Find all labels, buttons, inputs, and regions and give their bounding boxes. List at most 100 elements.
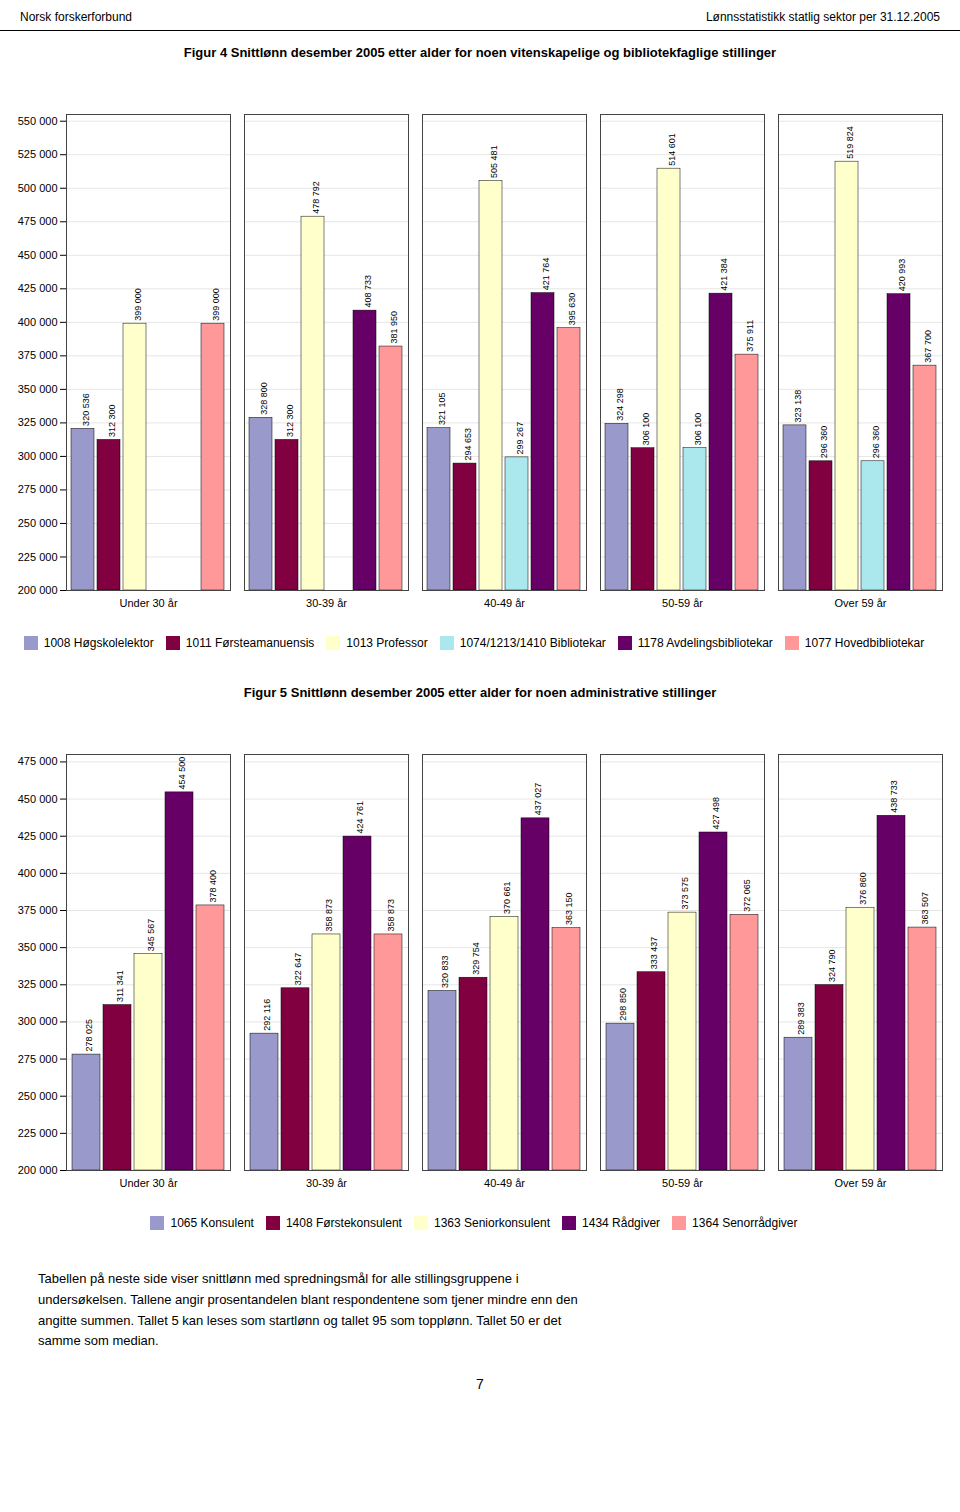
svg-text:370 661: 370 661 [502, 881, 512, 914]
svg-text:420 993: 420 993 [897, 259, 907, 292]
svg-text:375 911: 375 911 [745, 320, 755, 352]
html-text:1011 Førsteamanuensis: 1011 Førsteamanuensis [185, 635, 315, 650]
svg-text:30-39 år: 30-39 år [306, 597, 347, 609]
svg-text:296 360: 296 360 [819, 426, 829, 459]
html-text:Figur 5 Snittlønn desember 200: Figur 5 Snittlønn desember 2005 etter al… [243, 685, 717, 700]
html-text:1178 Avdelingsbibliotekar: 1178 Avdelingsbibliotekar [637, 635, 773, 650]
html-text:1013 Professor: 1013 Professor [346, 635, 428, 650]
svg-text:296 360: 296 360 [871, 426, 881, 459]
svg-text:376 860: 376 860 [858, 872, 868, 905]
svg-text:306 100: 306 100 [693, 413, 703, 446]
html-text:Tabellen på neste side viser s: Tabellen på neste side viser snittlønn m… [38, 1271, 578, 1349]
svg-text:225 000: 225 000 [18, 550, 58, 562]
svg-text:367 700: 367 700 [923, 330, 933, 363]
svg-text:372 065: 372 065 [742, 879, 752, 912]
svg-text:525 000: 525 000 [18, 148, 58, 160]
svg-text:320 536: 320 536 [81, 393, 91, 426]
svg-text:298 850: 298 850 [618, 988, 628, 1021]
html-text:1008 Høgskolelektor: 1008 Høgskolelektor [43, 635, 154, 650]
svg-text:421 764: 421 764 [541, 258, 551, 291]
svg-text:550 000: 550 000 [18, 115, 58, 127]
svg-text:324 790: 324 790 [827, 950, 837, 983]
svg-text:375 000: 375 000 [18, 904, 58, 916]
svg-text:Over 59 år: Over 59 år [835, 1177, 887, 1189]
svg-text:373 575: 373 575 [680, 877, 690, 910]
svg-text:321 105: 321 105 [437, 393, 447, 426]
svg-text:437 027: 437 027 [533, 783, 543, 816]
svg-text:381 950: 381 950 [389, 311, 399, 344]
html-text:1065 Konsulent: 1065 Konsulent [170, 1215, 254, 1230]
svg-text:329 754: 329 754 [471, 942, 481, 975]
svg-text:375 000: 375 000 [18, 349, 58, 361]
html-text:Figur 4 Snittlønn desember 200: Figur 4 Snittlønn desember 2005 etter al… [183, 45, 777, 60]
svg-text:Under 30 år: Under 30 år [119, 1177, 177, 1189]
svg-text:350 000: 350 000 [18, 941, 58, 953]
svg-text:289 383: 289 383 [796, 1002, 806, 1035]
svg-text:320 833: 320 833 [440, 955, 450, 988]
html-text:1408 Førstekonsulent: 1408 Førstekonsulent [285, 1215, 402, 1230]
svg-text:30-39 år: 30-39 år [306, 1177, 347, 1189]
svg-text:225 000: 225 000 [18, 1127, 58, 1139]
svg-text:299 267: 299 267 [515, 422, 525, 455]
svg-text:408 733: 408 733 [363, 275, 373, 308]
svg-text:312 300: 312 300 [107, 404, 117, 437]
svg-text:454 500: 454 500 [177, 757, 187, 790]
html-text:1074/1213/1410 Bibliotekar: 1074/1213/1410 Bibliotekar [459, 635, 606, 650]
svg-text:278 025: 278 025 [84, 1019, 94, 1052]
svg-text:519 824: 519 824 [845, 126, 855, 159]
svg-text:475 000: 475 000 [18, 755, 58, 767]
svg-text:475 000: 475 000 [18, 215, 58, 227]
svg-text:275 000: 275 000 [18, 483, 58, 495]
svg-text:250 000: 250 000 [18, 1090, 58, 1102]
svg-text:250 000: 250 000 [18, 517, 58, 529]
svg-text:395 630: 395 630 [567, 293, 577, 326]
svg-text:378 400: 378 400 [208, 870, 218, 903]
svg-text:358 873: 358 873 [386, 899, 396, 932]
svg-text:294 653: 294 653 [463, 428, 473, 461]
svg-text:363 507: 363 507 [920, 892, 930, 925]
svg-text:399 000: 399 000 [133, 288, 143, 321]
svg-text:300 000: 300 000 [18, 450, 58, 462]
svg-text:50-59 år: 50-59 år [662, 597, 703, 609]
svg-text:323 138: 323 138 [793, 390, 803, 423]
svg-text:421 384: 421 384 [719, 258, 729, 291]
svg-text:500 000: 500 000 [18, 182, 58, 194]
svg-text:345 567: 345 567 [146, 919, 156, 952]
svg-text:514 601: 514 601 [667, 133, 677, 166]
svg-text:450 000: 450 000 [18, 793, 58, 805]
svg-text:200 000: 200 000 [18, 584, 58, 596]
svg-text:200 000: 200 000 [18, 1164, 58, 1176]
svg-text:400 000: 400 000 [18, 316, 58, 328]
svg-text:325 000: 325 000 [18, 416, 58, 428]
svg-text:505 481: 505 481 [489, 145, 499, 178]
svg-text:478 792: 478 792 [311, 181, 321, 214]
html-text:1077 Hovedbibliotekar: 1077 Hovedbibliotekar [804, 635, 925, 650]
svg-text:306 100: 306 100 [641, 413, 651, 446]
svg-text:333 437: 333 437 [649, 937, 659, 970]
svg-text:425 000: 425 000 [18, 830, 58, 842]
svg-text:322 647: 322 647 [293, 953, 303, 986]
svg-text:325 000: 325 000 [18, 978, 58, 990]
svg-text:Under 30 år: Under 30 år [119, 597, 177, 609]
svg-text:50-59 år: 50-59 år [662, 1177, 703, 1189]
svg-text:450 000: 450 000 [18, 249, 58, 261]
svg-text:350 000: 350 000 [18, 383, 58, 395]
svg-text:324 298: 324 298 [615, 388, 625, 421]
svg-text:425 000: 425 000 [18, 282, 58, 294]
svg-text:300 000: 300 000 [18, 1015, 58, 1027]
svg-text:400 000: 400 000 [18, 867, 58, 879]
svg-text:424 761: 424 761 [355, 801, 365, 834]
svg-text:292 116: 292 116 [262, 999, 272, 1031]
svg-text:311 341: 311 341 [115, 970, 125, 1002]
svg-text:438 733: 438 733 [889, 780, 899, 813]
svg-text:328 800: 328 800 [259, 382, 269, 415]
svg-text:363 150: 363 150 [564, 893, 574, 926]
svg-text:Over 59 år: Over 59 år [835, 597, 887, 609]
svg-text:312 300: 312 300 [285, 404, 295, 437]
svg-text:399 000: 399 000 [211, 288, 221, 321]
svg-text:427 498: 427 498 [711, 797, 721, 830]
svg-text:275 000: 275 000 [18, 1053, 58, 1065]
svg-text:40-49 år: 40-49 år [484, 597, 525, 609]
svg-text:40-49 år: 40-49 år [484, 1177, 525, 1189]
svg-text:358 873: 358 873 [324, 899, 334, 932]
